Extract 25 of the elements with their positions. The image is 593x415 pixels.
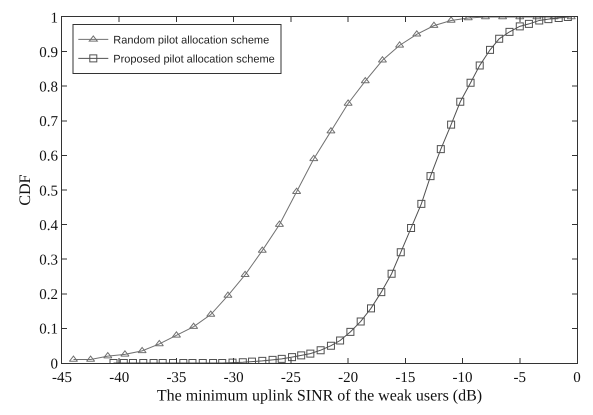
x-tick-label: -20 — [338, 370, 358, 386]
x-axis-title: The minimum uplink SINR of the weak users (dB) — [156, 388, 482, 405]
y-tick-label: 1 — [50, 10, 58, 26]
x-tick-label: -30 — [224, 370, 244, 386]
x-tick-label: -25 — [280, 370, 301, 386]
legend-label: Proposed pilot allocation scheme — [113, 54, 275, 66]
y-tick-label: 0.5 — [39, 183, 58, 200]
x-tick-label: -15 — [395, 370, 416, 386]
y-axis-title: CDF — [17, 174, 34, 206]
y-tick-label: 0.2 — [39, 287, 58, 304]
y-tick-label: 0.9 — [39, 44, 58, 61]
x-tick-label: -5 — [514, 370, 526, 386]
y-tick-label: 0.4 — [39, 218, 58, 234]
x-tick-label: 0 — [573, 370, 581, 386]
x-tick-label: -40 — [109, 370, 130, 386]
y-tick-label: 0.7 — [39, 114, 58, 130]
y-tick-label: 0.6 — [39, 148, 58, 165]
y-tick-label: 0.3 — [39, 252, 58, 268]
y-tick-label: 0 — [50, 356, 58, 372]
y-tick-label: 0.8 — [39, 79, 58, 96]
x-tick-label: -45 — [52, 370, 72, 386]
x-tick-label: -10 — [452, 370, 473, 386]
y-tick-label: 0.1 — [39, 322, 58, 338]
legend-label: Random pilot allocation scheme — [113, 34, 270, 47]
x-tick-label: -35 — [166, 370, 186, 386]
